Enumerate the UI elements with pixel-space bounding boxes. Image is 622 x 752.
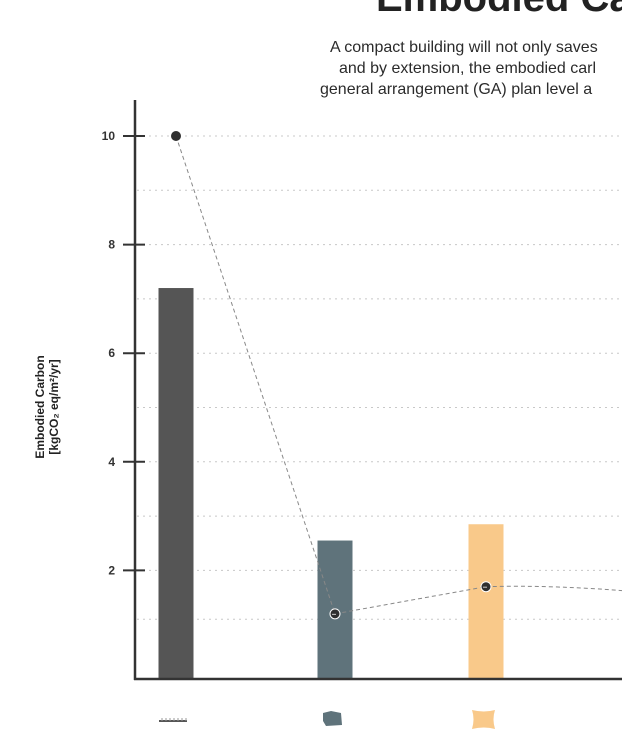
- y-tick-label: 8: [108, 238, 115, 252]
- compact-shape-icon: [323, 711, 342, 726]
- subtitle-line-2: and by extension, the embodied carl: [339, 60, 597, 77]
- chart-title: Embodied Ca: [376, 0, 622, 21]
- line-point-linear: [170, 130, 182, 142]
- square-shape-icon: [472, 710, 495, 729]
- y-tick-label: 10: [102, 129, 116, 143]
- y-tick-label: 4: [108, 455, 115, 469]
- subtitle-line-1: A compact building will not only saves: [330, 39, 598, 56]
- bar-square: [468, 524, 504, 679]
- y-tick-label: 2: [108, 563, 115, 577]
- line-series-continuation: [485, 585, 622, 592]
- y-tick-label: 6: [108, 346, 115, 360]
- bar-linear: [158, 288, 194, 679]
- subtitle-line-3: general arrangement (GA) plan level a: [320, 81, 593, 98]
- line-series-path: [175, 135, 487, 615]
- chart-subtitle: A compact building will not only saves a…: [0, 35, 622, 105]
